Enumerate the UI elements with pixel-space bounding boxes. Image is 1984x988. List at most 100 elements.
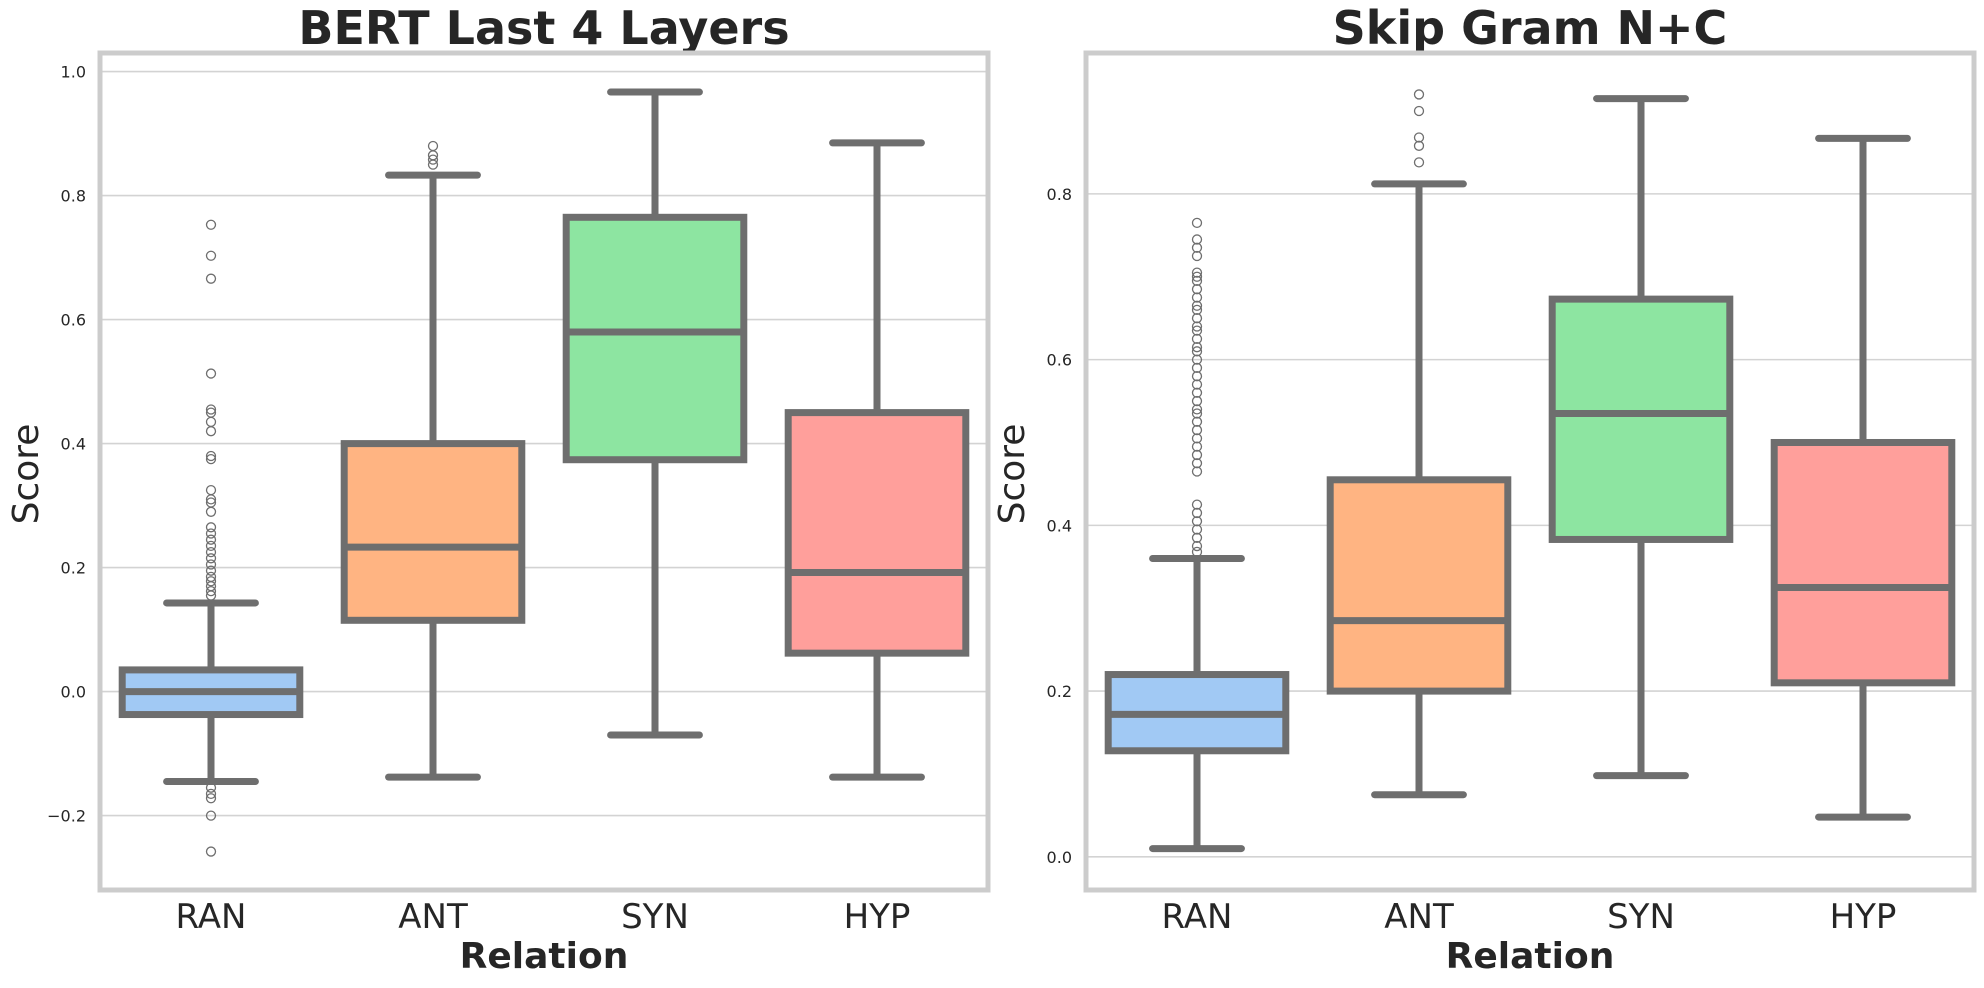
outlier-point	[1191, 458, 1203, 469]
plot-frame	[1083, 50, 1977, 893]
outlier-point	[205, 522, 217, 533]
outlier-point	[1191, 387, 1203, 398]
y-tick-label: 0.0	[61, 683, 86, 702]
x-tick-label: ANT	[1384, 897, 1454, 937]
x-tick-label: RAN	[1162, 897, 1233, 937]
outlier-point	[1413, 132, 1425, 143]
outlier-point	[205, 810, 217, 821]
x-tick-label: HYP	[1830, 897, 1897, 937]
y-tick-label: 0.2	[61, 559, 86, 578]
x-tick-label: HYP	[844, 897, 911, 937]
box	[1548, 295, 1734, 543]
y-axis-label: Score	[6, 424, 47, 525]
outlier-point	[1191, 271, 1203, 282]
outlier-point	[205, 273, 217, 284]
x-tick-label: ANT	[398, 897, 468, 937]
outlier-point	[1191, 304, 1203, 316]
outlier-point	[1191, 433, 1203, 444]
outlier-point	[1191, 404, 1203, 415]
plot-area-skipgram: 0.0 0.2 0.4 0.6 0.8 RAN ANT SYN HYP	[1047, 50, 1977, 937]
outlier-point	[205, 219, 217, 230]
outlier-point	[1413, 140, 1425, 151]
outlier-point	[1191, 449, 1203, 461]
outlier-point	[1191, 346, 1203, 357]
outlier-point	[205, 506, 217, 517]
y-tick-label: 0.0	[1047, 848, 1072, 867]
box	[1326, 476, 1512, 695]
outlier-point	[1191, 234, 1203, 245]
outlier-point	[205, 368, 217, 379]
x-tick-label: RAN	[176, 897, 247, 937]
outlier-point	[1191, 333, 1203, 345]
outlier-point	[1191, 217, 1203, 229]
plot-frame	[97, 50, 991, 893]
outlier-point	[205, 250, 217, 261]
outlier-point	[1191, 284, 1203, 295]
y-tick-label: 0.4	[61, 435, 86, 454]
outlier-point	[205, 793, 217, 804]
y-tick-label: 0.4	[1047, 516, 1072, 535]
outlier-point	[1191, 379, 1203, 390]
outlier-point	[427, 154, 439, 165]
outlier-point	[205, 404, 217, 415]
outlier-point	[1191, 300, 1203, 311]
outlier-point	[1191, 267, 1203, 278]
outlier-point	[205, 565, 217, 576]
outlier-point	[205, 590, 217, 601]
y-tick-label: 0.2	[1047, 682, 1072, 701]
outlier-point	[1191, 321, 1203, 332]
outlier-point	[205, 546, 217, 558]
outlier-point	[1191, 507, 1203, 519]
x-tick-label: SYN	[1607, 897, 1675, 937]
box	[784, 409, 970, 657]
outlier-point	[205, 782, 217, 793]
outlier-point	[205, 453, 217, 465]
outlier-point	[1191, 292, 1203, 303]
outlier-point	[1191, 416, 1203, 427]
outlier-point	[1191, 441, 1203, 452]
outlier-point	[1191, 362, 1203, 374]
outlier-point	[1191, 342, 1203, 353]
outlier-point	[205, 576, 217, 587]
panel-bert: BERT Last 4 Layers Score Relation −0.2 0.…	[6, 1, 991, 977]
outlier-point	[1191, 524, 1203, 535]
outlier-point	[1191, 354, 1203, 365]
y-tick-label: 1.0	[61, 63, 86, 82]
outlier-point	[1191, 546, 1203, 558]
outlier-point	[1191, 532, 1203, 543]
outlier-point	[1191, 540, 1203, 552]
box	[562, 213, 748, 464]
outlier-point	[1191, 242, 1203, 253]
outlier-point	[205, 528, 217, 539]
outlier-point	[205, 416, 217, 428]
panel-skipgram: Skip Gram N+C Score Relation 0.0 0.2 0.4 0.…	[992, 1, 1977, 977]
outlier-point	[1191, 325, 1203, 336]
x-axis-label: Relation	[460, 936, 629, 977]
outlier-point	[205, 450, 217, 462]
y-axis-label: Score	[992, 424, 1033, 525]
outlier-point	[1413, 105, 1425, 117]
y-tick-label: 0.6	[1047, 351, 1072, 370]
x-tick-label: SYN	[621, 897, 689, 937]
outlier-point	[205, 586, 217, 597]
x-axis-label: Relation	[1446, 936, 1615, 977]
outlier-point	[205, 494, 217, 505]
plot-area-bert: −0.2 0.0 0.2 0.4 0.6 0.8 1.0 RAN ANT SYN HYP	[47, 50, 991, 937]
box	[340, 440, 526, 624]
outlier-point	[1191, 371, 1203, 382]
chart-title: Skip Gram N+C	[1333, 1, 1728, 55]
y-tick-label: 0.8	[61, 187, 86, 206]
outlier-point	[205, 484, 217, 496]
outlier-point	[1191, 313, 1203, 324]
outlier-point	[1191, 395, 1203, 407]
outlier-point	[205, 426, 217, 437]
outlier-point	[1413, 89, 1425, 100]
outlier-point	[1413, 157, 1425, 168]
chart-title: BERT Last 4 Layers	[298, 1, 789, 55]
outlier-point	[205, 559, 217, 570]
outlier-point	[1191, 466, 1203, 477]
outlier-point	[205, 553, 217, 564]
box	[1770, 438, 1956, 687]
